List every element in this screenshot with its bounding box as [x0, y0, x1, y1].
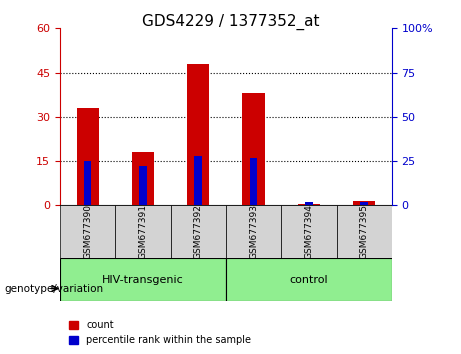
- Bar: [77, 108, 99, 205]
- Text: GSM677392: GSM677392: [194, 204, 203, 259]
- Text: GSM677395: GSM677395: [360, 204, 369, 259]
- FancyBboxPatch shape: [226, 205, 281, 258]
- FancyBboxPatch shape: [60, 258, 226, 301]
- Bar: [305, 202, 313, 205]
- Bar: [195, 156, 202, 205]
- Legend: count, percentile rank within the sample: count, percentile rank within the sample: [65, 316, 255, 349]
- FancyBboxPatch shape: [115, 205, 171, 258]
- Bar: [139, 166, 147, 205]
- FancyBboxPatch shape: [226, 258, 392, 301]
- Text: control: control: [290, 275, 328, 285]
- Bar: [361, 202, 368, 205]
- Bar: [242, 93, 265, 205]
- Text: GSM677390: GSM677390: [83, 204, 92, 259]
- Text: GSM677394: GSM677394: [304, 204, 313, 259]
- FancyBboxPatch shape: [60, 205, 115, 258]
- FancyBboxPatch shape: [337, 205, 392, 258]
- Bar: [250, 158, 257, 205]
- Bar: [187, 64, 209, 205]
- Bar: [298, 204, 320, 205]
- FancyBboxPatch shape: [171, 205, 226, 258]
- Bar: [353, 201, 375, 205]
- Text: HIV-transgenic: HIV-transgenic: [102, 275, 184, 285]
- Bar: [84, 161, 91, 205]
- Text: genotype/variation: genotype/variation: [5, 284, 104, 293]
- Text: GSM677391: GSM677391: [138, 204, 148, 259]
- Text: GDS4229 / 1377352_at: GDS4229 / 1377352_at: [142, 14, 319, 30]
- FancyBboxPatch shape: [281, 205, 337, 258]
- Text: GSM677393: GSM677393: [249, 204, 258, 259]
- Bar: [132, 152, 154, 205]
